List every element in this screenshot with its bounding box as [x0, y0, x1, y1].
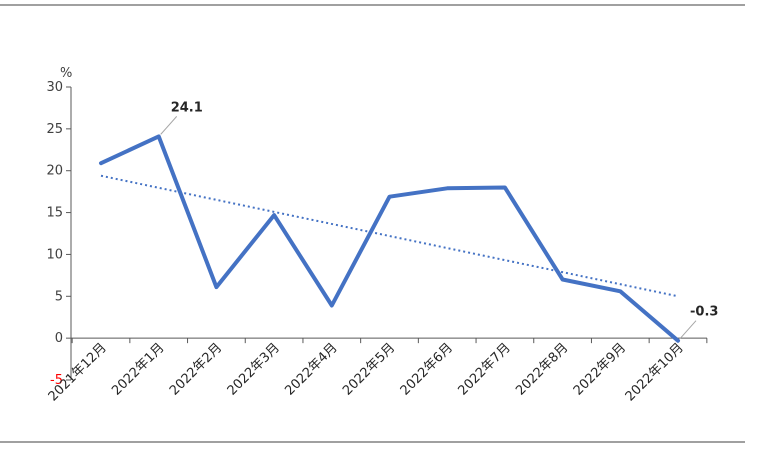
x-tick-label: 2022年2月	[167, 340, 225, 398]
x-tick-label: 2022年7月	[455, 340, 513, 398]
y-tick-label: 30	[46, 80, 63, 95]
x-tick-label: 2022年10月	[623, 340, 687, 404]
x-tick-label: 2022年8月	[513, 340, 571, 398]
y-axis-unit-label: %	[60, 66, 72, 81]
x-tick-label: 2022年5月	[340, 340, 398, 398]
data-label-leader	[679, 320, 697, 339]
x-tick-label: 2022年1月	[109, 340, 167, 398]
trendline	[100, 174, 679, 298]
x-tick-label: 2022年3月	[225, 340, 283, 398]
data-label: 24.1	[171, 100, 203, 115]
y-tick-label: 15	[46, 206, 63, 221]
series-line	[99, 134, 680, 343]
y-tick-label: 0	[55, 331, 63, 346]
y-tick-label: 5	[55, 289, 63, 304]
data-label-leader	[160, 116, 178, 135]
y-tick-label: 10	[46, 247, 63, 262]
y-tick-label: -5	[50, 373, 63, 388]
x-tick-label: 2022年9月	[571, 340, 629, 398]
x-tick-label: 2022年6月	[398, 340, 456, 398]
y-tick-label: 20	[46, 164, 63, 179]
y-tick-label: 25	[46, 122, 63, 137]
x-tick-label: 2022年4月	[282, 340, 340, 398]
data-label: -0.3	[690, 305, 718, 320]
